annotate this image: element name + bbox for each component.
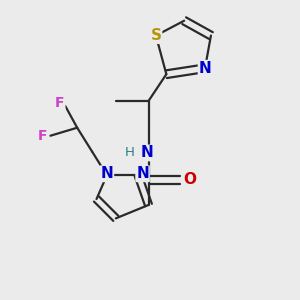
Text: H: H [124, 146, 134, 160]
Text: S: S [150, 28, 161, 43]
Text: N: N [136, 166, 149, 181]
Text: F: F [55, 96, 65, 110]
Text: N: N [100, 166, 113, 181]
Text: N: N [199, 61, 212, 76]
Text: N: N [141, 146, 153, 160]
Text: F: F [38, 129, 48, 143]
Text: O: O [183, 172, 196, 187]
